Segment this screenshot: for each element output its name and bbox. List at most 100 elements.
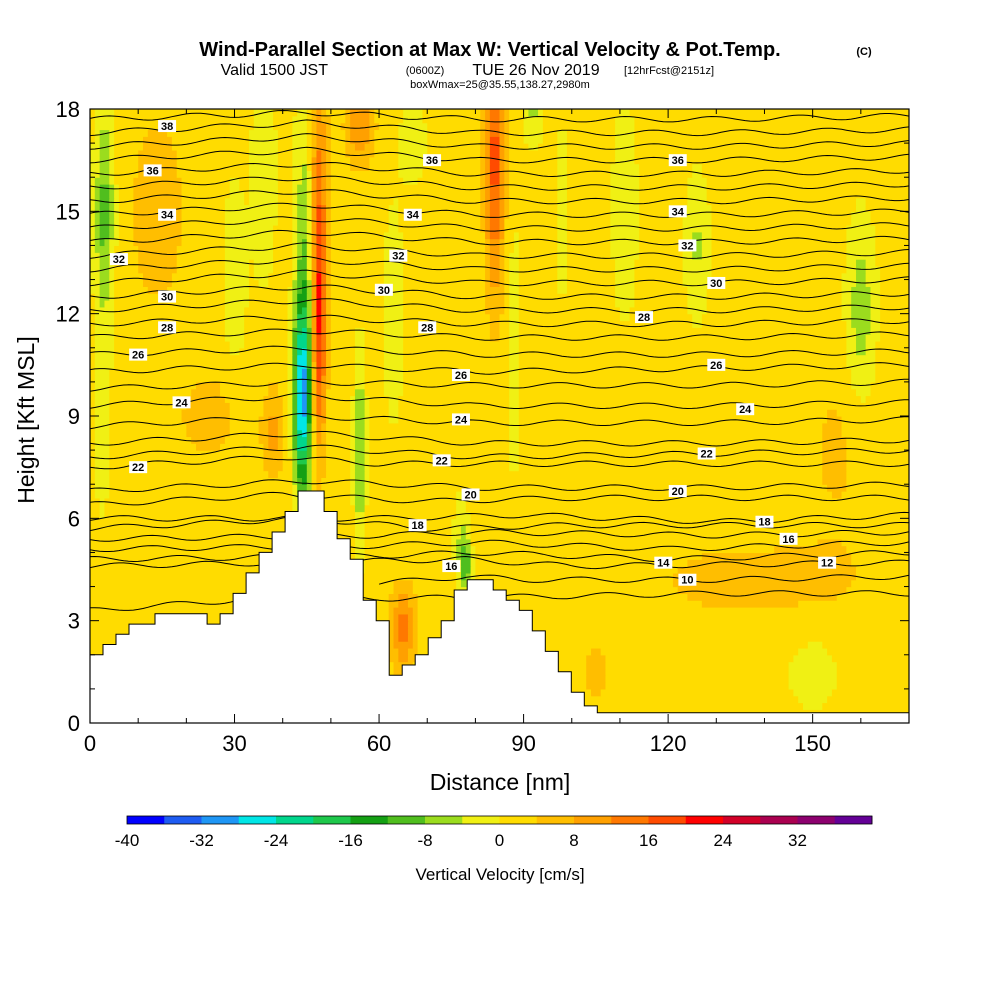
velocity-cell: [364, 402, 371, 410]
velocity-cell: [634, 265, 684, 274]
velocity-cell: [321, 313, 327, 322]
velocity-cell: [788, 682, 838, 690]
velocity-cell: [412, 641, 419, 649]
velocity-cell: [485, 115, 491, 124]
velocity-cell: [465, 491, 833, 499]
velocity-cell: [364, 361, 385, 369]
velocity-cell: [94, 204, 101, 212]
velocity-cell: [865, 334, 881, 342]
velocity-cell: [489, 211, 501, 219]
velocity-cell: [422, 109, 481, 117]
velocity-cell: [142, 143, 173, 151]
velocity-cell: [297, 218, 308, 226]
velocity-cell: [109, 463, 265, 472]
velocity-cell: [354, 456, 366, 465]
velocity-cell: [90, 572, 303, 581]
velocity-cell: [90, 190, 96, 199]
isentrope-label-bg: [654, 556, 673, 569]
velocity-cell: [330, 156, 351, 165]
velocity-cell: [94, 306, 115, 315]
velocity-cell: [244, 340, 289, 349]
velocity-cell: [326, 259, 332, 267]
velocity-cell: [297, 422, 308, 431]
velocity-cell: [485, 109, 491, 117]
velocity-cell: [875, 340, 909, 349]
velocity-cell: [316, 354, 322, 363]
velocity-cell: [224, 436, 260, 444]
velocity-cell: [374, 109, 404, 117]
velocity-cell: [114, 347, 231, 356]
isentrope-label-bg: [451, 413, 470, 426]
velocity-cell: [485, 293, 505, 301]
velocity-cell: [846, 463, 909, 472]
velocity-cell: [509, 109, 525, 117]
velocity-cell: [94, 375, 110, 383]
velocity-cell: [388, 593, 399, 601]
subtitle-utc: (0600Z): [406, 65, 445, 77]
velocity-cell: [875, 375, 909, 383]
velocity-cell: [224, 245, 274, 253]
velocity-cell: [109, 470, 269, 478]
velocity-cell: [846, 245, 876, 253]
velocity-cell: [258, 416, 269, 424]
velocity-cell: [489, 313, 501, 322]
velocity-cell: [682, 279, 713, 287]
velocity-cell: [509, 177, 558, 185]
velocity-cell: [311, 259, 318, 267]
velocity-cell: [99, 218, 110, 226]
velocity-cell: [499, 231, 505, 240]
velocity-cell: [297, 231, 308, 240]
isentrope-label: 30: [161, 292, 173, 304]
velocity-cell: [277, 416, 284, 424]
velocity-cell: [369, 402, 390, 410]
velocity-cell: [311, 170, 318, 178]
velocity-cell: [292, 313, 298, 322]
velocity-cell: [412, 586, 457, 594]
velocity-cell: [253, 259, 274, 267]
isentrope-line: [90, 555, 909, 570]
velocity-cell: [499, 320, 510, 328]
velocity-cell: [610, 231, 640, 240]
velocity-cell: [176, 265, 226, 274]
velocity-cell: [383, 334, 404, 342]
velocity-cell: [109, 395, 187, 403]
isentrope-line: [90, 284, 909, 300]
velocity-cell: [90, 129, 96, 137]
velocity-cell: [374, 115, 404, 124]
velocity-cell: [379, 122, 399, 131]
velocity-cell: [321, 368, 327, 376]
velocity-cell: [364, 463, 371, 472]
isentrope-label: 22: [436, 455, 448, 467]
velocity-cell: [354, 436, 366, 444]
velocity-cell: [316, 320, 322, 328]
velocity-cell: [354, 552, 366, 560]
velocity-cell: [292, 504, 298, 513]
velocity-cell: [99, 143, 110, 151]
velocity-cell: [292, 136, 308, 144]
velocity-cell: [465, 504, 909, 513]
velocity-cell: [528, 109, 539, 117]
velocity-cell: [465, 525, 472, 533]
velocity-cell: [301, 347, 308, 356]
velocity-cell: [316, 184, 322, 192]
velocity-cell: [711, 259, 847, 267]
velocity-cell: [403, 238, 486, 247]
velocity-cell: [321, 156, 327, 165]
velocity-cell: [301, 306, 308, 315]
isentrope-line: [90, 314, 909, 328]
velocity-cell: [306, 115, 313, 124]
velocity-cell: [248, 129, 279, 137]
velocity-cell: [499, 115, 505, 124]
velocity-cell: [114, 334, 226, 342]
velocity-cell: [176, 252, 226, 260]
velocity-cell: [687, 306, 708, 315]
velocity-cell: [369, 491, 457, 499]
velocity-cell: [326, 361, 332, 369]
velocity-cell: [856, 566, 909, 574]
velocity-cell: [90, 450, 96, 458]
velocity-cell: [133, 211, 183, 219]
velocity-cell: [306, 422, 313, 431]
velocity-cell: [470, 559, 477, 567]
velocity-cell: [311, 416, 318, 424]
velocity-cell: [330, 340, 356, 349]
